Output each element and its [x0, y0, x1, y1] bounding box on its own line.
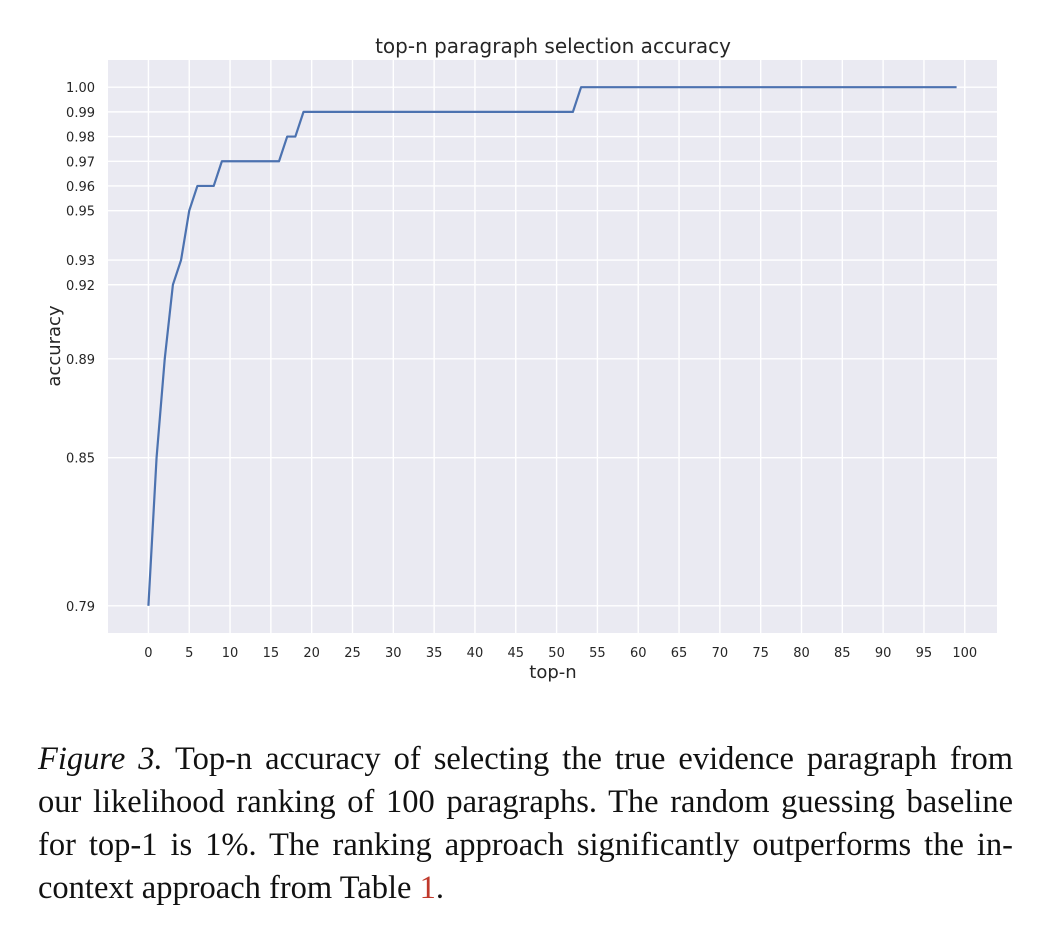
x-tick-label: 90 — [875, 646, 892, 661]
chart-title: top-n paragraph selection accuracy — [375, 34, 731, 58]
x-tick-label: 5 — [185, 646, 193, 661]
y-tick-labels: 0.79 0.85 0.89 0.92 0.93 0.95 0.96 0.97 0.98 0.99… — [66, 81, 95, 615]
y-tick-label: 0.96 — [66, 180, 95, 195]
line-chart: 0.79 0.85 0.89 0.92 0.93 0.95 0.96 0.97 0.98 0.99… — [44, 34, 997, 683]
x-gridlines — [147, 60, 966, 633]
accuracy-series-line — [147, 86, 957, 606]
x-tick-label: 75 — [752, 646, 769, 661]
y-tick-label: 0.98 — [66, 131, 95, 146]
x-tick-label: 60 — [630, 646, 647, 661]
y-tick-label: 0.93 — [66, 254, 95, 269]
caption-text: Top-n accuracy of selecting the true evi… — [38, 741, 1013, 906]
figure-caption: Figure 3. Top-n accuracy of selecting th… — [38, 738, 1013, 910]
x-tick-label: 10 — [222, 646, 239, 661]
x-tick-label: 70 — [712, 646, 729, 661]
x-tick-label: 65 — [671, 646, 688, 661]
x-axis-label: top-n — [529, 662, 576, 683]
table-reference-link[interactable]: 1 — [419, 870, 436, 906]
x-tick-label: 100 — [952, 646, 977, 661]
x-tick-label: 95 — [916, 646, 933, 661]
y-tick-label: 0.99 — [66, 106, 95, 121]
x-tick-label: 40 — [467, 646, 484, 661]
y-gridlines — [108, 86, 997, 607]
x-tick-label: 20 — [303, 646, 320, 661]
y-axis-label: accuracy — [44, 305, 65, 387]
y-tick-label: 1.00 — [66, 81, 95, 96]
x-tick-label: 45 — [507, 646, 524, 661]
x-tick-label: 15 — [263, 646, 280, 661]
caption-label: Figure 3. — [38, 741, 163, 777]
y-tick-label: 0.95 — [66, 205, 95, 220]
x-tick-label: 55 — [589, 646, 606, 661]
x-tick-label: 35 — [426, 646, 443, 661]
caption-end: . — [435, 870, 444, 906]
y-tick-label: 0.79 — [66, 600, 95, 615]
plot-area — [108, 60, 997, 633]
x-tick-label: 0 — [144, 646, 152, 661]
y-tick-label: 0.92 — [66, 279, 95, 294]
x-tick-label: 30 — [385, 646, 402, 661]
y-tick-label: 0.89 — [66, 353, 95, 368]
series-layer — [147, 86, 957, 606]
y-tick-label: 0.97 — [66, 155, 95, 170]
x-tick-label: 25 — [344, 646, 361, 661]
x-tick-label: 80 — [793, 646, 810, 661]
x-tick-label: 85 — [834, 646, 851, 661]
x-tick-label: 50 — [548, 646, 565, 661]
x-tick-labels: 0 5 10 15 20 25 30 35 40 45 50 55 60 65 70 75 80 85 90 95 10… — [144, 646, 977, 661]
y-tick-label: 0.85 — [66, 452, 95, 467]
